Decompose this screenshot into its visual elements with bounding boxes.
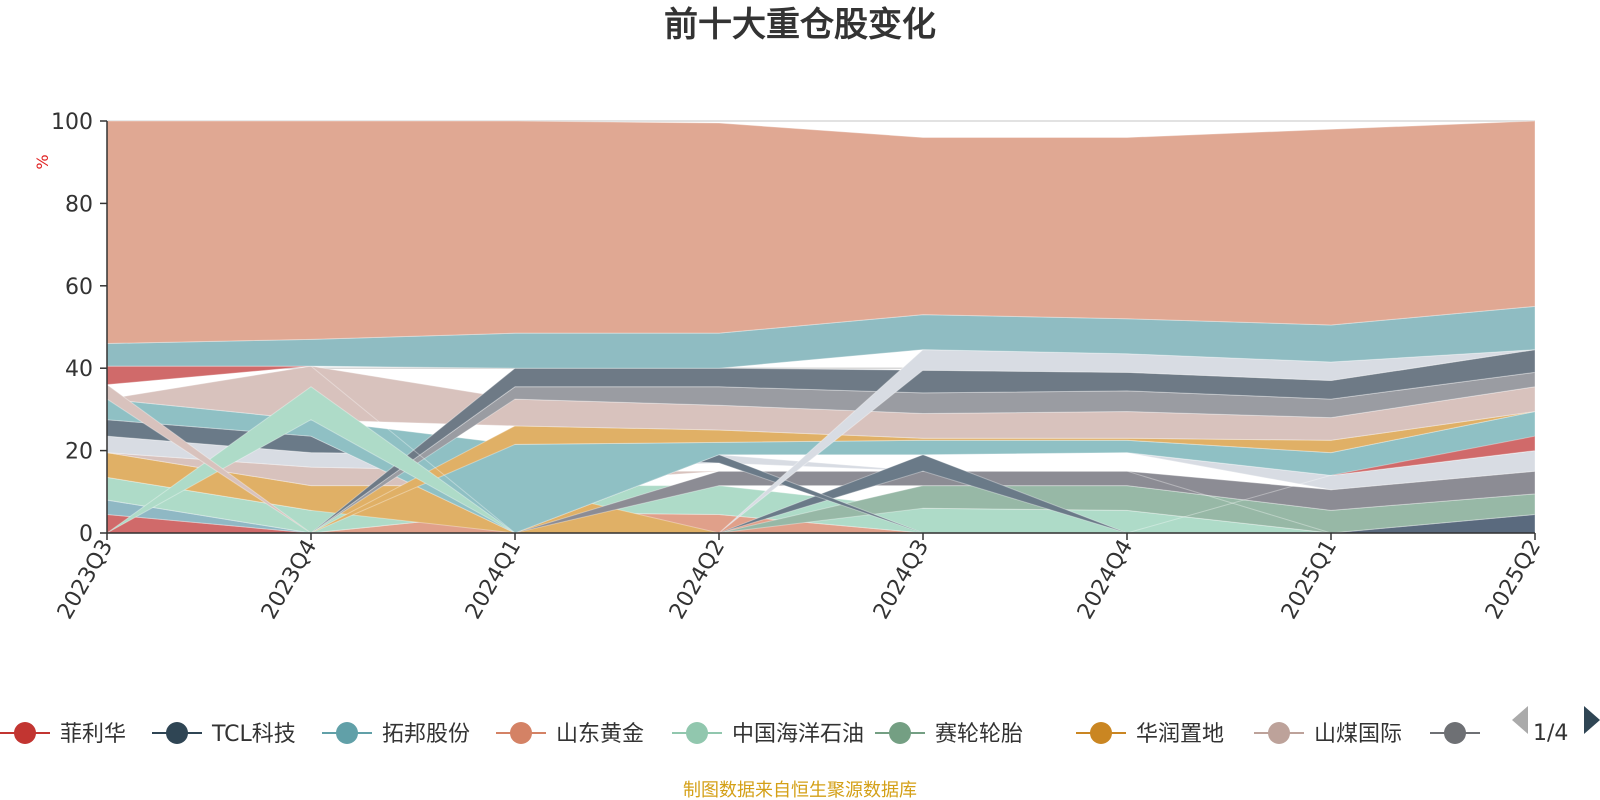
y-tick-label: 80: [65, 192, 93, 217]
y-tick-label: 60: [65, 275, 93, 300]
legend-item[interactable]: 华润置地: [1076, 722, 1224, 747]
chart-title: 前十大重仓股变化: [664, 5, 936, 45]
legend-marker-icon: [686, 722, 708, 744]
legend-item[interactable]: 拓邦股份: [322, 722, 470, 747]
legend-marker-icon: [889, 722, 911, 744]
legend-item[interactable]: 山煤国际: [1254, 722, 1402, 747]
x-tick-label: 2023Q3: [53, 536, 118, 624]
legend-label: 赛轮轮胎: [935, 722, 1023, 747]
legend-item[interactable]: 菲利华: [0, 722, 126, 747]
legend-label: 拓邦股份: [382, 722, 470, 747]
x-tick-label: 2024Q2: [665, 536, 730, 624]
area-series: [106, 120, 1536, 534]
legend-marker-icon: [336, 722, 358, 744]
y-tick-label: 100: [51, 110, 93, 135]
legend: 菲利华 TCL科技 拓邦股份 山东黄金 中国海洋石油 赛轮轮胎 华润置地 山煤国际: [0, 722, 1480, 747]
legend-label: 山煤国际: [1314, 722, 1402, 747]
legend-marker-icon: [14, 722, 36, 744]
y-tick-label: 40: [65, 357, 93, 382]
legend-next-page-icon[interactable]: [1584, 706, 1600, 734]
x-tick-label: 2024Q3: [869, 536, 934, 624]
legend-item[interactable]: 中国海洋石油: [672, 722, 864, 747]
area-band-7: [107, 470, 1536, 534]
x-tick-label: 2024Q1: [461, 536, 526, 624]
legend-item[interactable]: TCL科技: [152, 722, 296, 747]
area-band-23: [106, 120, 1536, 344]
legend-prev-page-icon[interactable]: [1512, 706, 1528, 734]
legend-marker-icon: [510, 722, 532, 744]
legend-label: 山东黄金: [556, 722, 644, 747]
x-tick-label: 2023Q4: [257, 536, 322, 624]
legend-marker-icon: [1090, 722, 1112, 744]
legend-item[interactable]: [1430, 722, 1480, 744]
x-tick-label: 2024Q4: [1073, 536, 1138, 624]
legend-item[interactable]: 赛轮轮胎: [875, 722, 1023, 747]
legend-label: 华润置地: [1136, 722, 1224, 747]
legend-label: TCL科技: [211, 722, 296, 747]
legend-marker-icon: [1268, 722, 1290, 744]
legend-page-indicator: 1/4: [1533, 721, 1568, 746]
legend-label: 菲利华: [60, 722, 126, 747]
data-source-footer: 制图数据来自恒生聚源数据库: [683, 780, 917, 800]
legend-label: 中国海洋石油: [732, 722, 864, 747]
y-tick-label: 0: [79, 522, 93, 547]
y-tick-label: 20: [65, 440, 93, 465]
legend-marker-icon: [1444, 722, 1466, 744]
legend-pager: 1/4: [1512, 706, 1600, 746]
legend-item[interactable]: 山东黄金: [496, 722, 644, 747]
x-tick-label: 2025Q2: [1481, 536, 1546, 624]
y-axis-unit: %: [33, 154, 52, 169]
x-tick-label: 2025Q1: [1277, 536, 1342, 624]
legend-marker-icon: [166, 722, 188, 744]
